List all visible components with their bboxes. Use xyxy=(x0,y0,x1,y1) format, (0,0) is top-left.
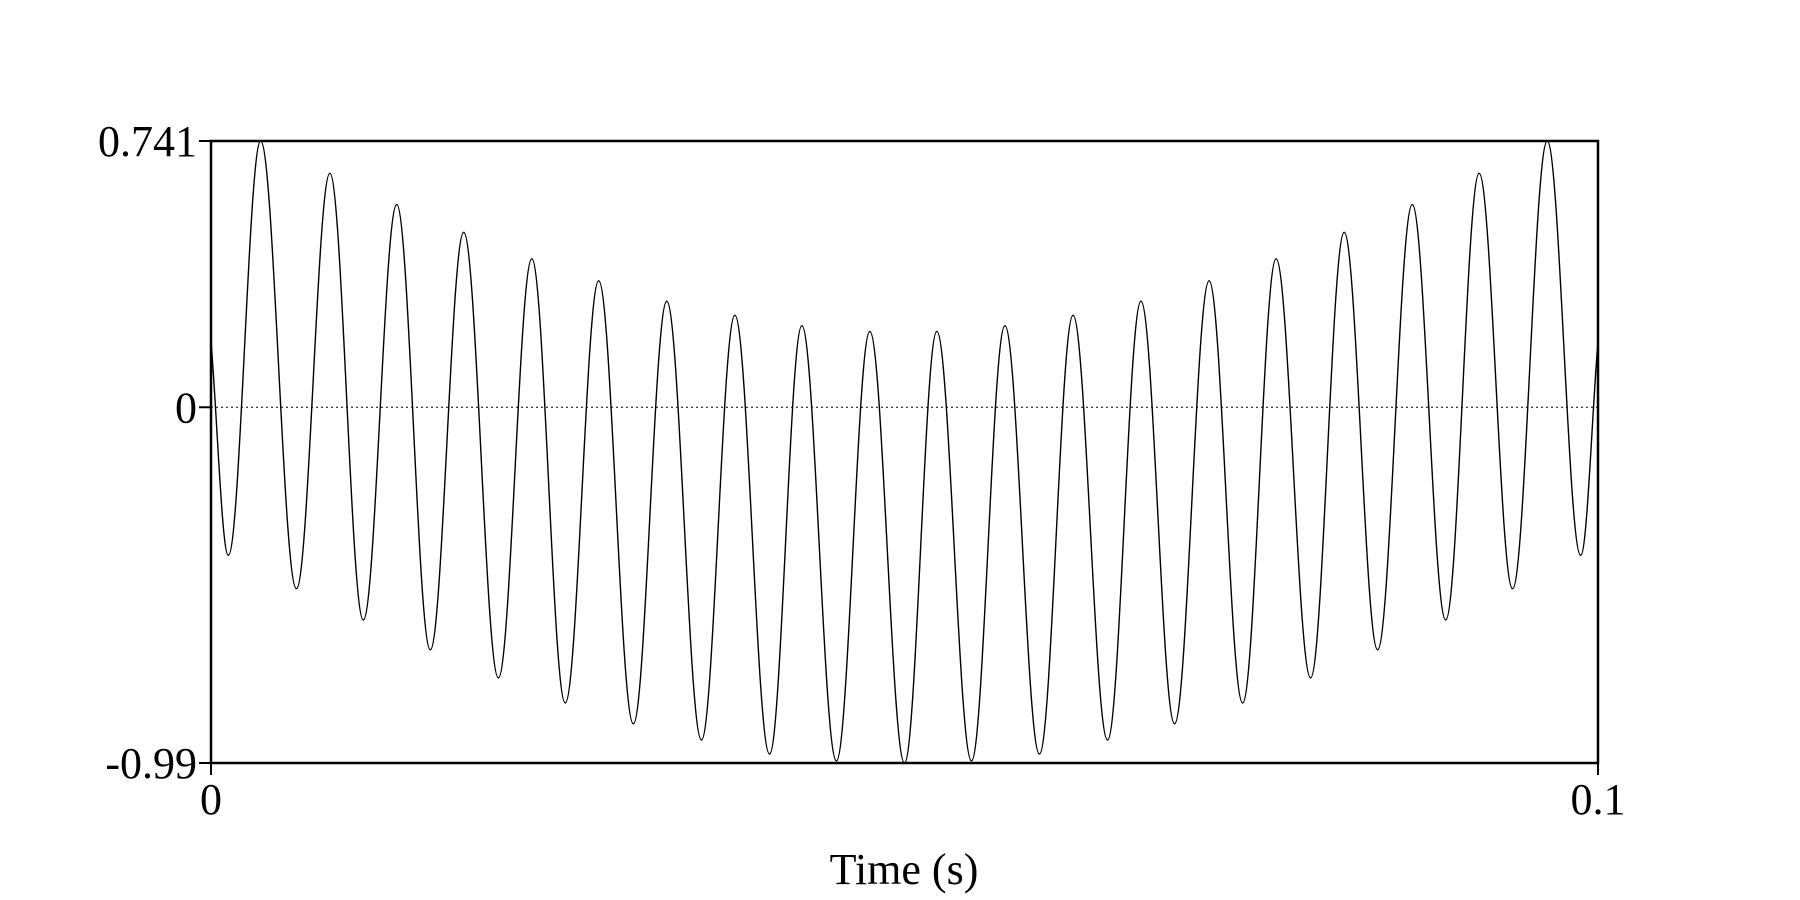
x-tick-label: 0.1 xyxy=(1571,775,1626,824)
waveform xyxy=(210,140,1599,764)
x-axis-label: Time (s) xyxy=(830,845,979,894)
y-tick-label: -0.99 xyxy=(105,739,197,788)
x-tick-label: 0 xyxy=(200,775,222,824)
y-tick-label: 0 xyxy=(175,383,197,432)
plot-frame xyxy=(209,139,1600,765)
y-tick-label: 0.741 xyxy=(98,117,197,166)
